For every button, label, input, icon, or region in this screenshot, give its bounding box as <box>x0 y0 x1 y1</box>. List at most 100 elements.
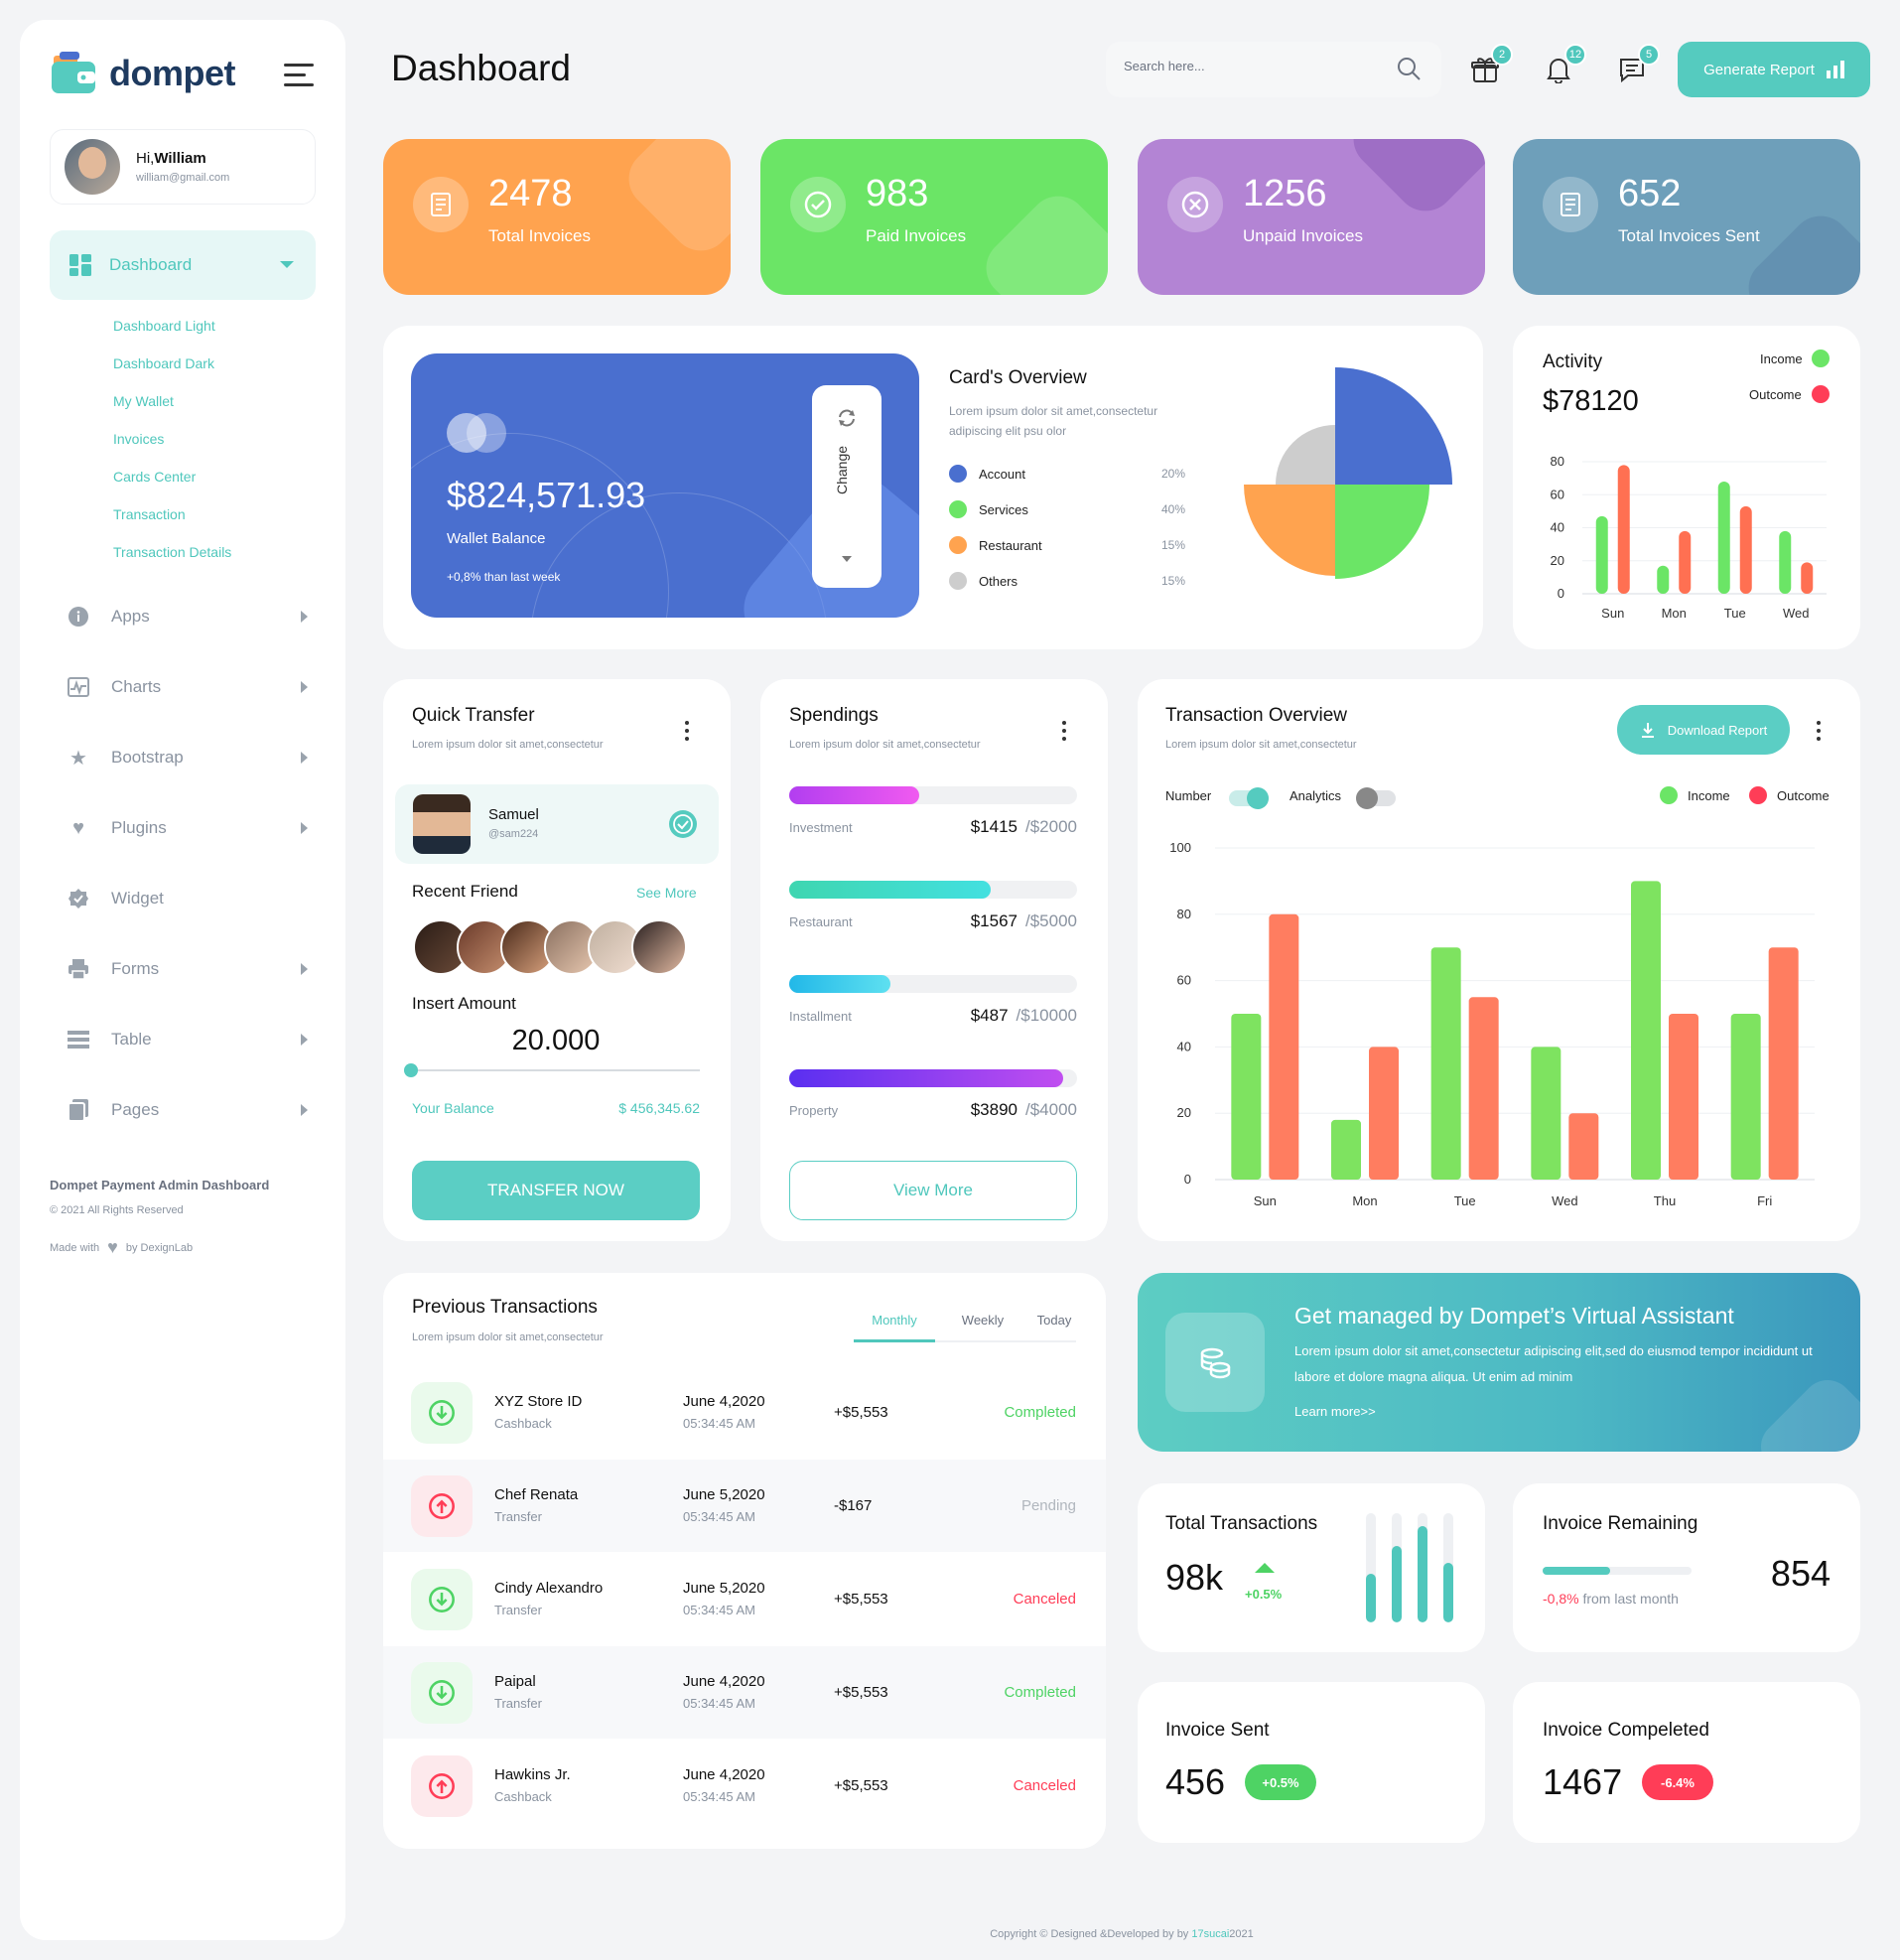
submenu-item-dashboard-dark[interactable]: Dashboard Dark <box>113 355 214 371</box>
bar-outcome-wed[interactable] <box>1801 562 1814 594</box>
transaction-row[interactable]: Cindy Alexandro Transfer June 5,2020 05:34:… <box>383 1553 1106 1645</box>
y-tick-label: 80 <box>1177 907 1191 921</box>
sidebar-item-dashboard[interactable]: Dashboard <box>50 230 316 300</box>
chart-icon <box>68 676 89 698</box>
sidebar-item-forms[interactable]: Forms <box>68 954 316 984</box>
transaction-row[interactable]: XYZ Store ID Cashback June 4,2020 05:34:45 … <box>383 1366 1106 1459</box>
messages-button[interactable]: 5 <box>1614 44 1660 87</box>
sidebar-footer-rights: © 2021 All Rights Reserved <box>50 1204 184 1216</box>
bar-income-fri[interactable] <box>1730 1014 1761 1180</box>
submenu-item-my-wallet[interactable]: My Wallet <box>113 393 174 409</box>
selected-contact[interactable]: Samuel @sam224 <box>395 784 719 864</box>
submenu-item-cards-center[interactable]: Cards Center <box>113 469 197 485</box>
sidebar-item-pages[interactable]: Pages <box>68 1095 316 1125</box>
amount-input[interactable]: 20.000 <box>511 1025 601 1056</box>
toggle-analytics[interactable] <box>1356 787 1396 809</box>
bar-income-mon[interactable] <box>1657 565 1670 594</box>
activity-amount: $78120 <box>1543 385 1639 417</box>
transfer-now-button[interactable]: TRANSFER NOW <box>412 1161 700 1220</box>
transaction-row[interactable]: Hawkins Jr. Cashback June 4,2020 05:34:45 A… <box>383 1740 1106 1832</box>
gift-button[interactable]: 2 <box>1467 44 1513 87</box>
sidebar-item-bootstrap[interactable]: ★ Bootstrap <box>68 743 316 772</box>
menu-toggle-icon[interactable] <box>284 64 314 93</box>
toggle-knob <box>1356 787 1378 809</box>
legend-dot <box>949 536 967 554</box>
amount-slider-handle[interactable] <box>404 1063 418 1077</box>
tab-weekly[interactable]: Weekly <box>961 1313 1005 1328</box>
bar-outcome-mon[interactable] <box>1679 530 1692 594</box>
view-more-button[interactable]: View More <box>789 1161 1077 1220</box>
friend-avatar[interactable] <box>631 919 687 975</box>
dashboard-grid-icon <box>69 254 91 276</box>
bar-income-tue[interactable] <box>1717 481 1730 594</box>
bar-income-thu[interactable] <box>1631 881 1661 1180</box>
invoice-remaining-delta-suffix: from last month <box>1578 1591 1679 1607</box>
more-options-icon[interactable] <box>1062 721 1066 745</box>
submenu-item-dashboard-light[interactable]: Dashboard Light <box>113 318 215 334</box>
tx-amount: +$5,553 <box>834 1591 888 1608</box>
spending-total: /$2000 <box>1025 817 1077 836</box>
chevron-down-icon <box>842 556 852 562</box>
bar-outcome-thu[interactable] <box>1669 1014 1698 1180</box>
tx-status: Canceled <box>1013 1777 1076 1794</box>
legend-pct: 15% <box>1161 538 1186 552</box>
footer-link[interactable]: 17sucai <box>1191 1928 1230 1940</box>
notifications-button[interactable]: 12 <box>1541 44 1586 87</box>
friend-avatar[interactable] <box>544 919 600 975</box>
change-card-button[interactable]: Change <box>812 385 882 588</box>
download-report-button[interactable]: Download Report <box>1617 705 1790 755</box>
stat-unpaid-invoices[interactable]: 1256 Unpaid Invoices <box>1138 139 1485 295</box>
bar-income-wed[interactable] <box>1531 1047 1561 1180</box>
transaction-row[interactable]: Paipal Transfer June 4,2020 05:34:45 AM +$5,… <box>383 1646 1106 1739</box>
sidebar-item-table[interactable]: Table <box>68 1025 316 1054</box>
toggle-number[interactable] <box>1229 787 1269 809</box>
y-tick-label: 20 <box>1551 553 1564 568</box>
user-profile[interactable]: Hi,William william@gmail.com <box>50 129 316 205</box>
brand-logo[interactable]: dompet <box>50 50 236 97</box>
pie-slice-others <box>1276 425 1335 485</box>
tab-today[interactable]: Today <box>1036 1313 1072 1328</box>
cards-overview-pie <box>1244 367 1452 579</box>
tx-type: Transfer <box>494 1509 542 1524</box>
sidebar-item-plugins[interactable]: ♥ Plugins <box>68 813 316 843</box>
bar-income-sun[interactable] <box>1231 1014 1262 1180</box>
sidebar-footer-title: Dompet Payment Admin Dashboard <box>50 1178 270 1192</box>
search-input[interactable] <box>1124 59 1362 73</box>
bar-outcome-tue[interactable] <box>1739 505 1752 594</box>
wallet-card: $824,571.93 Wallet Balance +0,8% than la… <box>411 353 919 618</box>
learn-more-link[interactable]: Learn more>> <box>1294 1404 1376 1419</box>
spending-progress-fill <box>789 1069 1063 1087</box>
search-icon[interactable] <box>1396 56 1422 81</box>
generate-report-button[interactable]: Generate Report <box>1678 42 1870 97</box>
bar-income-wed[interactable] <box>1779 530 1792 594</box>
bar-outcome-wed[interactable] <box>1568 1113 1599 1180</box>
bar-outcome-tue[interactable] <box>1468 997 1499 1180</box>
quick-transfer-desc: Lorem ipsum dolor sit amet,consectetur <box>412 739 604 751</box>
stat-total-invoices-sent[interactable]: 652 Total Invoices Sent <box>1513 139 1860 295</box>
more-options-icon[interactable] <box>1817 721 1821 745</box>
submenu-item-transaction-details[interactable]: Transaction Details <box>113 544 232 560</box>
sidebar-item-charts[interactable]: Charts <box>68 672 316 702</box>
sidebar-item-apps[interactable]: Apps <box>68 602 316 631</box>
submenu-item-invoices[interactable]: Invoices <box>113 431 165 447</box>
stat-total-invoices[interactable]: 2478 Total Invoices <box>383 139 731 295</box>
tab-monthly[interactable]: Monthly <box>854 1313 935 1342</box>
x-tick-label: Wed <box>1552 1193 1578 1208</box>
submenu-item-transaction[interactable]: Transaction <box>113 506 186 522</box>
tx-time: 05:34:45 AM <box>683 1509 755 1524</box>
more-options-icon[interactable] <box>685 721 689 745</box>
bar-income-mon[interactable] <box>1331 1119 1361 1180</box>
amount-slider-track[interactable] <box>412 1069 700 1071</box>
bar-outcome-mon[interactable] <box>1369 1047 1399 1180</box>
stat-paid-invoices[interactable]: 983 Paid Invoices <box>760 139 1108 295</box>
see-more-link[interactable]: See More <box>636 885 697 901</box>
stat-label: Total Invoices <box>488 226 591 245</box>
bar-outcome-fri[interactable] <box>1768 947 1799 1180</box>
tx-name: Hawkins Jr. <box>494 1766 571 1783</box>
bar-outcome-sun[interactable] <box>1617 465 1630 594</box>
bar-outcome-sun[interactable] <box>1269 913 1299 1180</box>
bar-income-sun[interactable] <box>1595 515 1608 594</box>
sidebar-item-widget[interactable]: Widget <box>68 884 316 913</box>
bar-income-tue[interactable] <box>1430 947 1461 1180</box>
transaction-row[interactable]: Chef Renata Transfer June 5,2020 05:34:45 A… <box>383 1460 1106 1552</box>
